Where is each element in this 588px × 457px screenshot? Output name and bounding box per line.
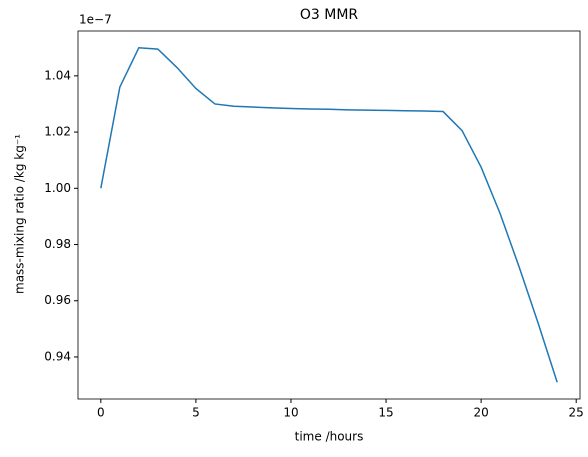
y-tick-label: 1.04 xyxy=(44,68,71,82)
y-tick-label: 0.94 xyxy=(44,349,71,363)
y-tick-label: 0.98 xyxy=(44,237,71,251)
x-tick-label: 15 xyxy=(378,406,393,420)
chart-title: O3 MMR xyxy=(300,7,359,23)
x-tick-label: 0 xyxy=(97,406,105,420)
x-tick-label: 5 xyxy=(192,406,200,420)
y-axis-label: mass-mixing ratio /kg kg⁻¹ xyxy=(13,134,27,294)
y-tick-label: 0.96 xyxy=(44,293,71,307)
line-series xyxy=(100,46,558,383)
plot-frame xyxy=(77,30,581,400)
y-tick-label: 1.00 xyxy=(44,181,71,195)
x-axis-label: time /hours xyxy=(295,430,364,444)
x-tick-label: 20 xyxy=(473,406,488,420)
x-tick-label: 10 xyxy=(283,406,298,420)
x-tick-label: 25 xyxy=(569,406,584,420)
y-tick-label: 1.02 xyxy=(44,125,71,139)
y-offset-text: 1e−7 xyxy=(79,13,112,27)
